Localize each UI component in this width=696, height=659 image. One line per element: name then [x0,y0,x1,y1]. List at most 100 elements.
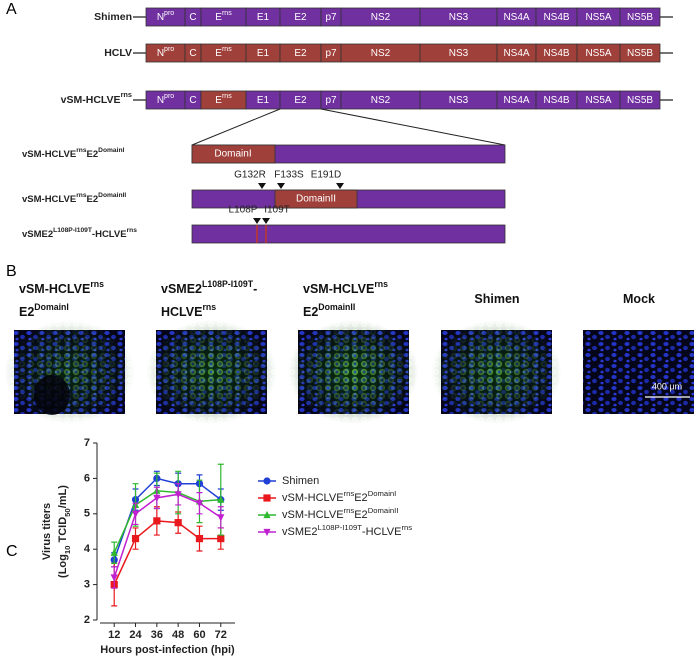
text-part: NS5A [585,48,611,59]
text-part: NS3 [449,12,469,23]
dark-region [34,375,70,415]
text-part: Virus titers [41,503,53,560]
text-part: E1 [257,12,270,23]
scale-bar-label: 400 μm [652,381,682,391]
marker [153,494,161,502]
superscript: DomainI [368,489,397,498]
text-part: NS2 [371,95,391,106]
marker [217,495,225,503]
y-tick-label: 3 [84,579,90,591]
text-part: NS4A [503,95,529,106]
text-part: NS2 [371,12,391,23]
marker [131,534,140,543]
domain-label: DomainII [296,194,336,205]
text-part: E2 [294,95,307,106]
text-part: p7 [325,95,337,106]
y-tick-label: 5 [84,508,90,520]
text-part: E [215,48,222,59]
text-part: C [189,48,196,59]
x-tick-label: 72 [215,629,227,641]
text-part: N [157,48,164,59]
genome-segment [619,90,661,110]
superscript: rns [90,279,104,289]
segment-label: NS4B [543,95,569,106]
superscript: rns [76,192,87,199]
superscript: DomainII [318,302,355,312]
series-line [113,490,221,554]
text-part: E2 [87,149,99,160]
mutation-arrow [277,183,285,189]
text-part: vSME2 [282,526,317,538]
text-part: C [189,95,196,106]
text-part: NS5A [585,95,611,106]
superscript: rns [344,506,355,515]
segment-label: NS4A [503,95,529,106]
segment-label: NS3 [449,48,469,59]
text-part: vSM-HCLVE [22,194,76,205]
text-part: (Log [57,554,69,578]
x-tick-label: 60 [193,629,205,641]
segment-label: NS3 [449,12,469,23]
text-part: HCLV [104,47,132,59]
segment-label: NS5A [585,12,611,23]
segment-label: Erns [215,10,232,22]
text-part: C [189,12,196,23]
y-tick-label: 4 [84,543,91,555]
superscript: rns [222,93,232,100]
segment-label: NS4A [503,12,529,23]
mutation-arrow [253,218,261,224]
text-part: NS5A [585,12,611,23]
text-part: vSME2 [22,229,53,240]
x-axis-title: Hours post-infection (hpi) [100,644,235,656]
genome-segment [619,43,661,63]
marker [195,500,204,508]
text-part: E2 [354,509,367,521]
x-tick-label: 48 [172,629,184,641]
text-part: N [157,12,164,23]
superscript: DomainII [368,506,399,515]
y-tick-label: 2 [84,614,90,626]
text-part: vSM-HCLVE [282,509,344,521]
segment-label: C [189,95,196,106]
text-part: E2 [303,305,318,319]
zoom-line [191,108,281,146]
text-part: vSM-HCLVE [282,492,344,504]
mutation-arrow [336,183,344,189]
text-part: E2 [294,12,307,23]
text-part: vSM-HCLVE [19,282,90,296]
marker [131,510,140,518]
superscript: rns [202,302,216,312]
legend-label: vSM-HCLVErnsE2DomainII [282,506,398,521]
y-axis-title: (Log10 TCID50/mL) [57,485,72,578]
segment-label: Npro [157,93,174,105]
green-signal [146,320,277,424]
text-part: NS5B [627,95,653,106]
text-part: NS4A [503,12,529,23]
segment-label: NS4A [503,48,529,59]
text-part: - [253,282,257,296]
segment-label: E2 [294,95,307,106]
panel-label: A [6,1,17,18]
superscript: pro [164,10,174,17]
genome-name: Shimen [94,11,132,23]
image-label: vSM-HCLVErns [19,279,104,296]
superscript: pro [164,93,174,100]
segment-label: E1 [257,12,270,23]
text-part: Shimen [94,11,132,23]
superscript: rns [401,523,412,532]
text-part: NS5B [627,48,653,59]
text-part: NS3 [449,48,469,59]
segment-label: NS4B [543,12,569,23]
superscript: pro [164,46,174,53]
superscript: DomainII [98,192,126,199]
segment-label: p7 [325,95,337,106]
text-part: /mL) [57,485,69,509]
segment-label: Erns [215,46,232,58]
x-tick-label: 36 [151,629,163,641]
text-part: E2 [354,492,367,504]
segment-label: NS5B [627,48,653,59]
genome-name: HCLV [104,47,132,59]
text-part: E [215,12,222,23]
text-part: Mock [623,292,655,306]
